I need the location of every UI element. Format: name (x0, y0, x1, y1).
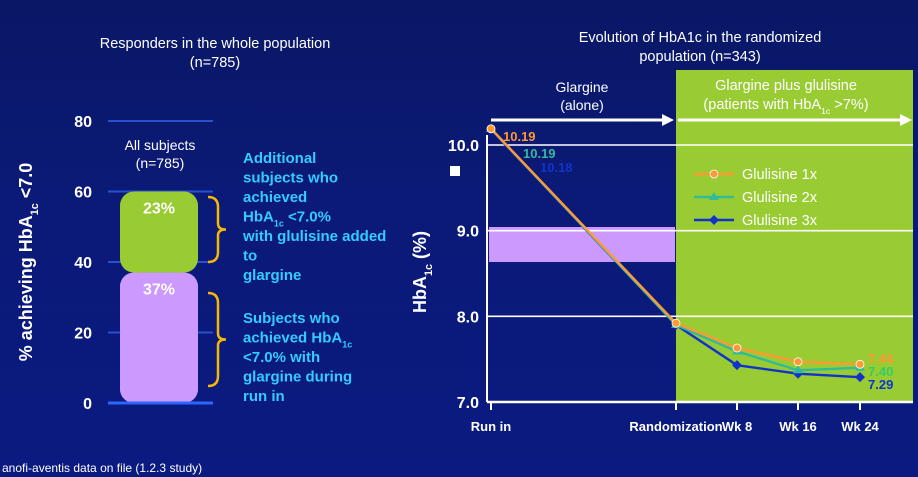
series-point-glulisine-2x (709, 192, 719, 200)
right-chart-title: Evolution of HbA1c in the randomized (579, 30, 822, 46)
legend-label-glulisine-3x: Glulisine 3x (742, 213, 818, 229)
footer-source-note: anofi-aventis data on file (1.2.3 study) (2, 461, 202, 475)
right-y-axis-label: HbA1c (%) (410, 231, 435, 313)
series-point-glulisine-3x (709, 215, 719, 225)
left-ytick-label: 20 (74, 326, 92, 343)
phase1-label-line1: Glargine (556, 79, 609, 95)
left-y-axis-label: % achieving HbA1c <7.0 (16, 163, 41, 362)
right-xtick-label: Wk 8 (722, 419, 752, 434)
bar-value-label-23: 23% (143, 201, 175, 218)
right-xtick-label: Wk 24 (841, 419, 879, 434)
end-label-glulisine-2x: 7.40 (868, 364, 893, 379)
left-ytick-label: 60 (74, 185, 92, 202)
annotation-added-glulisine-line: achieved (243, 189, 307, 206)
bar-segment-glulisine-added (120, 191, 198, 273)
annotation-added-glulisine-line: glargine (243, 267, 301, 284)
series-point-glulisine-2x (793, 365, 803, 374)
right-ytick-label: 8.0 (457, 309, 479, 326)
legend-label-glulisine-1x: Glulisine 1x (742, 167, 818, 183)
annotation-added-glulisine-line: with glulisine added (242, 228, 386, 245)
annotation-glargine-run-in-line: <7.0% with (243, 349, 320, 366)
lavender-band (489, 227, 675, 262)
series-point-glulisine-1x (732, 343, 742, 353)
right-ytick-label: 7.0 (457, 395, 479, 412)
series-point-glulisine-1x (486, 124, 496, 134)
start-label-glulisine-1x: 10.19 (503, 129, 536, 144)
left-ytick-label: 40 (74, 255, 92, 272)
right-xtick-label: Run in (471, 419, 511, 434)
phase2-label-line1: Glargine plus glulisine (715, 78, 857, 94)
bar-category-label-line1: All subjects (125, 137, 196, 153)
annotation-added-glulisine-line: Additional (243, 150, 316, 167)
series-point-glulisine-3x (855, 372, 865, 383)
annotation-glargine-run-in-line: run in (243, 388, 285, 405)
brace-glargine-run-in (207, 291, 227, 388)
right-ytick-label: 10.0 (448, 138, 479, 155)
annotation-glargine-run-in-line: glargine during (243, 369, 352, 386)
start-label-glulisine-2x: 10.19 (523, 146, 556, 161)
brace-added-glulisine (207, 195, 227, 264)
bar-segment-glargine-overlay (120, 272, 198, 403)
series-point-glulisine-1x (709, 169, 719, 179)
right-ytick-label: 9.0 (457, 224, 479, 241)
glulisine-phase-band (676, 70, 913, 403)
annotation-added-glulisine-line: to (243, 248, 257, 265)
left-chart-subtitle: (n=785) (190, 55, 240, 71)
series-point-glulisine-1x (855, 359, 865, 369)
annotation-added-glulisine-line: subjects who (243, 170, 338, 187)
end-label-glulisine-1x: 7.44 (868, 351, 894, 366)
left-chart-title: Responders in the whole population (100, 36, 331, 52)
annotation-glargine-run-in-line: achieved HbA1c (243, 330, 352, 350)
annotation-added-glulisine-line: HbA1c <7.0% (243, 209, 331, 229)
right-xtick-label: Randomization (629, 419, 722, 434)
right-xtick-label: Wk 16 (779, 419, 817, 434)
left-ytick-label: 80 (74, 114, 92, 131)
phase1-label-line2: (alone) (560, 97, 604, 113)
left-ytick-label: 0 (83, 396, 92, 413)
series-point-glulisine-1x (793, 357, 803, 367)
right-chart-subtitle: population (n=343) (639, 49, 760, 65)
phase2-arrow-head (900, 114, 912, 126)
legend-label-glulisine-2x: Glulisine 2x (742, 190, 818, 206)
end-label-glulisine-3x: 7.29 (868, 377, 893, 392)
bar-value-label-37-front: 37% (143, 282, 175, 299)
annotation-glargine-run-in-line: Subjects who (243, 310, 340, 327)
phase2-label-line2: (patients with HbA1c >7%) (703, 97, 868, 116)
series-point-glulisine-3x (732, 360, 742, 371)
bar-category-label-line2: (n=785) (136, 155, 185, 171)
phase1-arrow-head (662, 114, 674, 126)
series-point-glulisine-1x (671, 318, 681, 328)
white-square-marker (450, 166, 460, 176)
start-label-glulisine-3x: 10.18 (540, 160, 573, 175)
